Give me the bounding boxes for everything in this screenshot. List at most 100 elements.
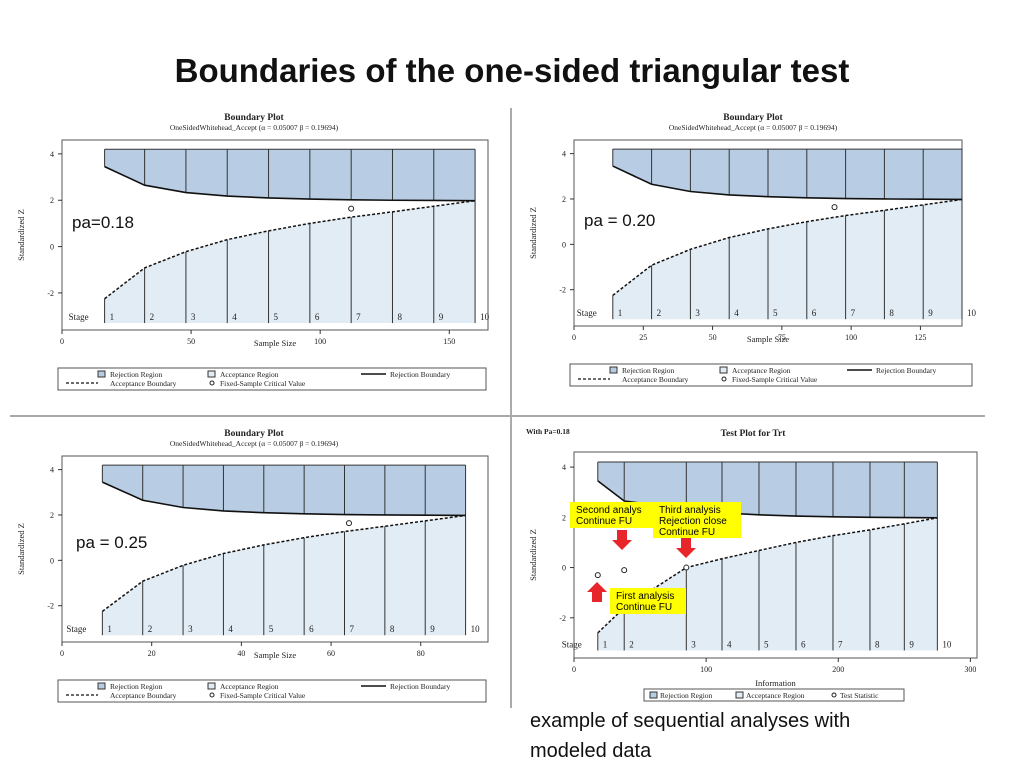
acceptance-boundary-line <box>104 199 476 300</box>
stage-number: 9 <box>430 624 435 634</box>
stage-number: 5 <box>764 639 769 649</box>
arrow-second-analysis <box>612 530 632 550</box>
stage-number: 4 <box>232 312 237 322</box>
legend-rejection-boundary: Rejection Boundary <box>876 366 936 375</box>
stage-number: 6 <box>309 624 314 634</box>
chart-subtitle: OneSidedWhitehead_Accept (α = 0.05007 β … <box>170 123 339 132</box>
stage-number: 8 <box>390 624 395 634</box>
acceptance-region <box>102 515 466 636</box>
stage-number: 7 <box>838 639 843 649</box>
stage-number: 8 <box>889 308 894 318</box>
test-plot-trt: Test Plot for Trt With Pa=0.18 -2 0 2 4 0 100 20… <box>522 424 984 706</box>
stage-label: Stage <box>66 624 86 634</box>
test-statistic-point <box>594 572 601 579</box>
legend-rejection-boundary: Rejection Boundary <box>390 370 450 379</box>
stage-number: 10 <box>480 312 490 322</box>
stage-label: Stage <box>562 639 582 649</box>
stage-number: 9 <box>909 639 914 649</box>
stage-number: 2 <box>150 312 155 322</box>
stage-number: 8 <box>875 639 880 649</box>
legend-rejection-region: Rejection Region <box>110 370 163 379</box>
legend-fixed-sample: Fixed-Sample Critical Value <box>220 379 306 388</box>
legend-test-statistic: Test Statistic <box>840 691 879 700</box>
y-tick-label: 0 <box>50 556 54 565</box>
annotation-box <box>653 502 741 538</box>
stage-number: 8 <box>397 312 402 322</box>
rejection-boundary-line <box>612 165 963 201</box>
stage-number: 9 <box>439 312 444 322</box>
boundary-plot-pa018: Boundary Plot OneSidedWhitehead_Accept (α… <box>10 108 498 394</box>
stage-number: 6 <box>315 312 320 322</box>
legend-fixed-sample-marker <box>209 380 215 386</box>
x-tick-label: 25 <box>639 333 647 342</box>
stage-number: 6 <box>812 308 817 318</box>
stage-number: 4 <box>734 308 739 318</box>
legend-rejection-swatch <box>649 691 658 699</box>
stage-number: 7 <box>356 312 361 322</box>
x-tick-label: 60 <box>327 649 335 658</box>
stage-number: 7 <box>350 624 355 634</box>
chart-subtitle: OneSidedWhitehead_Accept (α = 0.05007 β … <box>170 439 339 448</box>
stage-number: 10 <box>471 624 481 634</box>
rejection-boundary-line <box>102 481 466 517</box>
stage-number: 3 <box>695 308 700 318</box>
x-tick-label: 100 <box>314 337 326 346</box>
stage-number: 6 <box>801 639 806 649</box>
acceptance-boundary-line <box>101 514 466 612</box>
y-tick-label: 4 <box>562 150 566 159</box>
x-tick-label: 300 <box>964 665 976 674</box>
legend-fixed-sample: Fixed-Sample Critical Value <box>732 375 818 384</box>
chart-title: Boundary Plot <box>224 429 284 439</box>
stage-number: 5 <box>274 312 279 322</box>
x-tick-label: 150 <box>443 337 455 346</box>
fixed-sample-point <box>348 205 355 212</box>
y-tick-label: -2 <box>559 614 566 623</box>
annotation-box <box>610 588 686 614</box>
x-tick-label: 200 <box>832 665 844 674</box>
x-axis-label: Sample Size <box>254 338 296 348</box>
rejection-region <box>104 149 476 201</box>
x-tick-label: 0 <box>60 649 64 658</box>
stage-number: 10 <box>942 639 952 649</box>
header-note: With Pa=0.18 <box>526 427 570 436</box>
chart-title: Boundary Plot <box>723 113 783 123</box>
chart-subtitle: OneSidedWhitehead_Accept (α = 0.05007 β … <box>669 123 838 132</box>
stage-label: Stage <box>69 312 89 322</box>
acceptance-boundary-line <box>597 517 938 634</box>
y-tick-label: 2 <box>562 513 566 522</box>
stage-number: 10 <box>967 308 977 318</box>
pa-label: pa=0.18 <box>72 213 134 232</box>
legend-rejection-boundary: Rejection Boundary <box>390 682 450 691</box>
y-tick-label: -2 <box>47 289 54 298</box>
legend-acceptance-region: Acceptance Region <box>220 370 279 379</box>
stage-number: 2 <box>629 639 634 649</box>
stage-number: 1 <box>110 312 115 322</box>
x-tick-label: 100 <box>700 665 712 674</box>
horizontal-divider <box>10 415 985 417</box>
acceptance-region <box>612 199 962 320</box>
x-axis-label: Information <box>755 678 796 688</box>
legend-acceptance-boundary: Acceptance Boundary <box>622 375 689 384</box>
x-tick-label: 50 <box>187 337 195 346</box>
x-tick-label: 125 <box>914 333 926 342</box>
rejection-boundary-line <box>104 165 476 202</box>
x-axis-label: Sample Size <box>254 650 296 660</box>
legend-acceptance-boundary: Acceptance Boundary <box>110 691 177 700</box>
legend-fixed-sample: Fixed-Sample Critical Value <box>220 691 306 700</box>
stage-label: Stage <box>577 308 597 318</box>
legend-acceptance-swatch <box>207 370 216 378</box>
pa-label: pa = 0.25 <box>76 533 147 552</box>
y-tick-label: 0 <box>50 243 54 252</box>
x-tick-label: 0 <box>60 337 64 346</box>
y-tick-label: 4 <box>50 466 54 475</box>
stage-number: 2 <box>148 624 153 634</box>
legend-rejection-region: Rejection Region <box>110 682 163 691</box>
test-statistic-point <box>621 567 628 574</box>
x-tick-label: 20 <box>148 649 156 658</box>
chart-title: Test Plot for Trt <box>721 429 787 439</box>
stage-number: 5 <box>269 624 274 634</box>
fixed-sample-point <box>831 204 838 211</box>
pa-label: pa = 0.20 <box>584 211 655 230</box>
